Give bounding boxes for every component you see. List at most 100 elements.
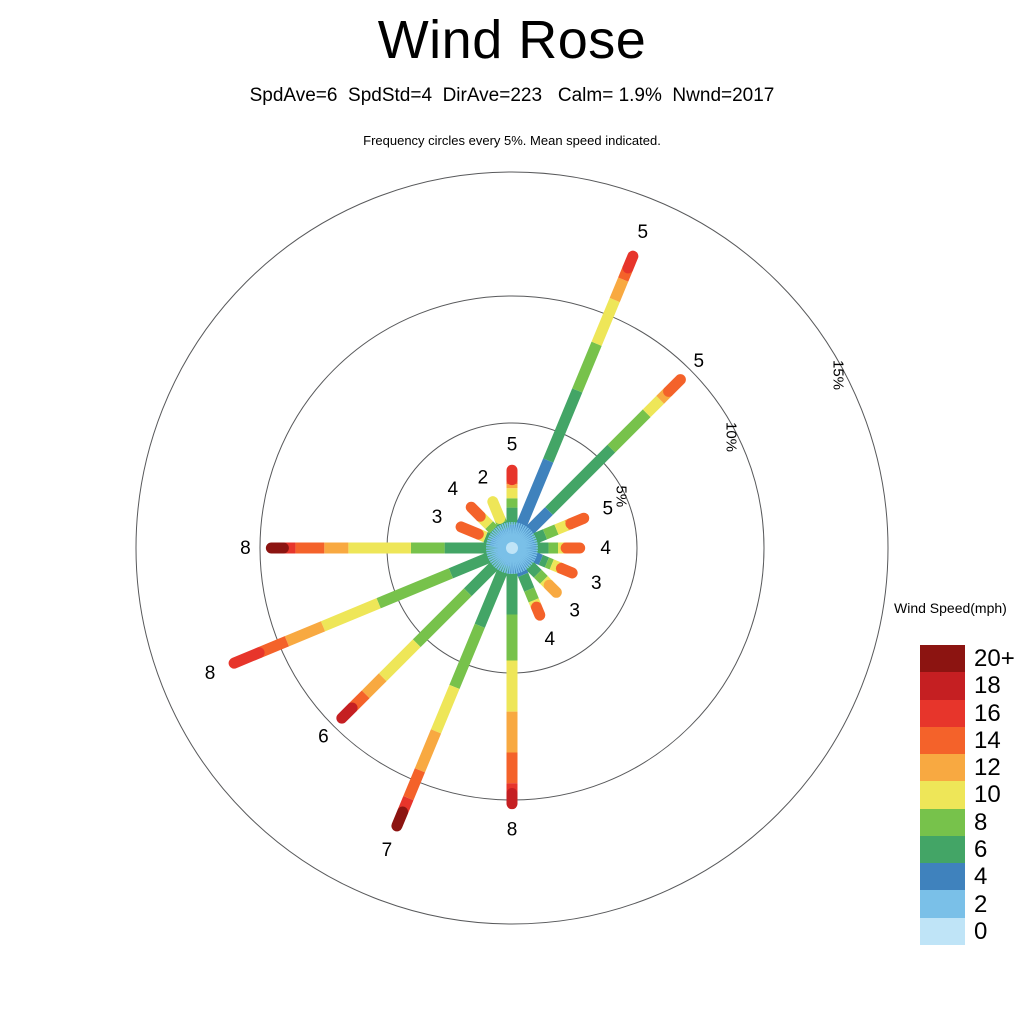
petal-segment: [228, 647, 265, 669]
petal-segment: [412, 588, 472, 648]
petal-mean-speed-label: 5: [507, 434, 518, 455]
petal-mean-speed-label: 5: [638, 222, 649, 243]
legend-row[interactable]: 4: [920, 863, 1024, 891]
legend-swatch: [920, 645, 965, 673]
legend-swatch: [920, 808, 965, 836]
legend-label: 14: [974, 726, 1001, 754]
petal-segment: [361, 673, 387, 699]
petal-segment: [474, 562, 511, 628]
wind-petal-SW: [336, 544, 516, 724]
legend-swatch: [920, 672, 965, 700]
petal-mean-speed-label: 5: [693, 351, 704, 372]
petal-segment: [572, 341, 602, 393]
ring-label: 15%: [830, 360, 847, 390]
legend-label: 2: [974, 890, 988, 918]
petal-segment: [524, 587, 539, 603]
petal-mean-speed-label: 8: [507, 820, 518, 841]
petal-mean-speed-label: 3: [569, 601, 580, 622]
legend-label: 10: [974, 781, 1001, 809]
legend-label: 16: [974, 699, 1001, 727]
legend-row[interactable]: 18: [920, 672, 1024, 700]
legend-label: 4: [974, 863, 988, 891]
petal-mean-speed-label: 3: [432, 507, 443, 528]
petal-segment: [591, 297, 620, 346]
petal-segment: [320, 598, 381, 632]
petal-segment: [544, 557, 554, 570]
petal-segment: [455, 521, 484, 540]
petal-mean-speed-label: 6: [318, 727, 329, 748]
petal-segment: [543, 388, 583, 463]
chart-note: Frequency circles every 5%. Mean speed i…: [363, 133, 661, 148]
petal-segment: [336, 702, 358, 724]
legend-label: 8: [974, 808, 988, 836]
legend-swatch: [920, 754, 965, 782]
petal-mean-speed-label: 4: [448, 479, 459, 500]
ring-labels: 5% 10% 15%: [612, 360, 846, 507]
petal-mean-speed-label: 5: [603, 498, 614, 519]
hub-center-dot: [506, 542, 518, 554]
wind-petal-NE: [508, 374, 686, 552]
petal-segment: [538, 554, 550, 568]
wind-petal-NNE: [506, 250, 639, 551]
summary-stats: SpdAve=6 SpdStd=4 DirAve=223 Calm= 1.9% …: [249, 85, 775, 106]
legend-swatch: [920, 726, 965, 755]
petal-segment: [607, 409, 651, 453]
petal-segment: [518, 572, 535, 592]
legend-label: 6: [974, 835, 988, 863]
legend-row[interactable]: 12: [920, 754, 1024, 782]
wind-speed-legend: 20+ 18 16 14 12 10 8 6 4 2 0: [920, 645, 1024, 945]
petal-segment: [284, 621, 326, 647]
legend-label: 12: [974, 754, 1001, 782]
petal-mean-speed-label: 2: [478, 468, 489, 489]
petal-segment: [465, 501, 486, 522]
legend-swatch: [920, 890, 965, 918]
petal-segment: [663, 374, 686, 397]
petal-segment: [622, 250, 639, 274]
legend-row[interactable]: 0: [920, 917, 1024, 945]
petal-mean-speed-label: 4: [600, 538, 611, 559]
petal-segment: [378, 639, 421, 682]
petal-segment: [545, 444, 616, 515]
petal-segment: [609, 277, 629, 303]
legend-row[interactable]: 2: [920, 890, 1024, 918]
petal-segment: [565, 512, 590, 530]
legend-title: Wind Speed(mph): [894, 600, 1007, 616]
petal-segment: [543, 579, 562, 598]
petal-segment: [533, 569, 548, 584]
legend-row[interactable]: 14: [920, 726, 1024, 755]
page-title: Wind Rose: [377, 10, 647, 70]
ring-label: 5%: [612, 486, 629, 508]
petal-mean-speed-label: 8: [205, 663, 216, 684]
petal-segment: [554, 520, 569, 535]
petal-segment: [376, 568, 453, 609]
petal-segment: [403, 768, 425, 801]
rose-hub: [486, 522, 538, 574]
frequency-ring-15: [135, 171, 889, 925]
legend-swatch: [920, 917, 965, 945]
legend-label: 18: [974, 672, 1001, 700]
legend-row[interactable]: 20+: [920, 645, 1024, 673]
legend-label: 20+: [974, 645, 1015, 673]
petal-segment: [430, 684, 460, 734]
legend-row[interactable]: 10: [920, 781, 1024, 809]
legend-row[interactable]: 8: [920, 808, 1024, 836]
wind-petals: [228, 250, 686, 832]
petal-mean-speed-label: 8: [240, 538, 251, 559]
petal-segment: [642, 395, 665, 418]
legend-row[interactable]: 6: [920, 835, 1024, 864]
petal-mean-speed-label: 3: [591, 573, 602, 594]
legend-row[interactable]: 16: [920, 699, 1024, 727]
petal-segment: [555, 562, 578, 579]
petal-segment: [530, 601, 546, 621]
petal-mean-speed-label: 4: [544, 629, 555, 650]
petal-segment: [414, 729, 442, 773]
legend-swatch: [920, 835, 965, 864]
petal-segment: [487, 496, 506, 524]
legend-label: 0: [974, 917, 988, 945]
petal-segment: [391, 806, 409, 832]
legend-swatch: [920, 863, 965, 891]
petal-mean-speed-label: 7: [382, 840, 393, 861]
